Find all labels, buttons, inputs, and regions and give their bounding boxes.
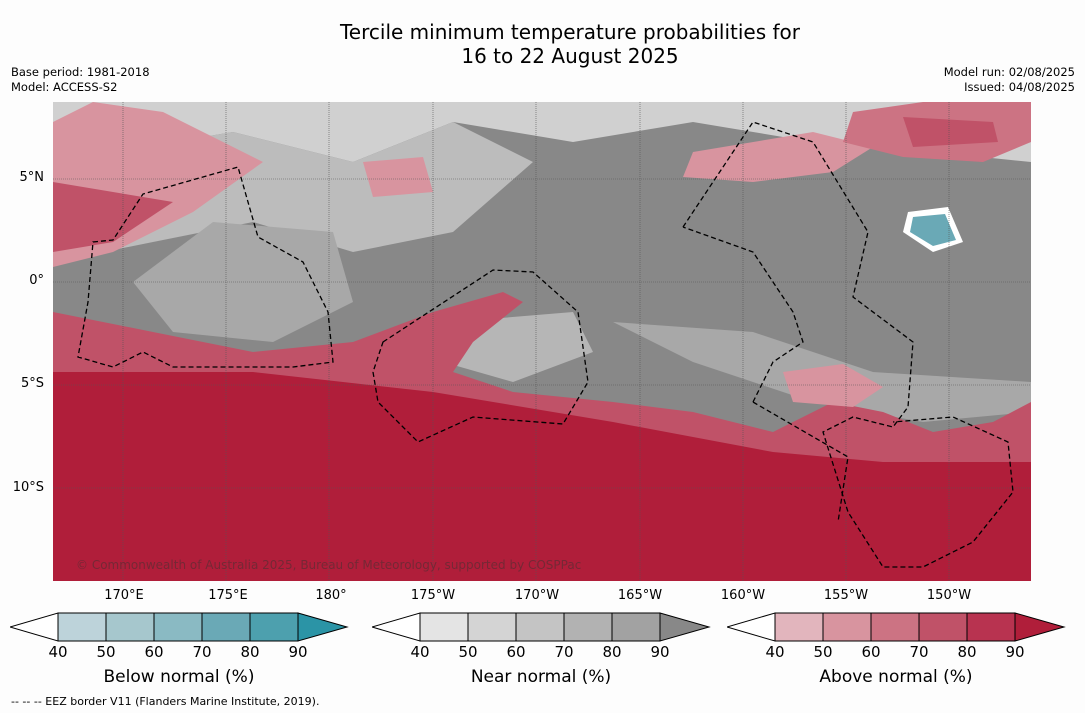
above-normal-patch-2 xyxy=(683,132,873,182)
cb2-seg6 xyxy=(1014,612,1066,642)
lat-label-5n: 5°N xyxy=(19,170,45,185)
meta-right: Model run: 02/08/2025 Issued: 04/08/2025 xyxy=(944,65,1075,95)
base-period: Base period: 1981-2018 xyxy=(11,65,150,79)
cb0-seg1 xyxy=(57,612,107,642)
colorbar-above-label: Above normal (%) xyxy=(819,667,973,687)
lon-label-180: 180° xyxy=(315,588,347,603)
lon-label-175e: 175°E xyxy=(208,588,248,603)
lat-label-5s: 5°S xyxy=(20,376,44,391)
cb2-seg4 xyxy=(918,612,968,642)
colorbar-near-label: Near normal (%) xyxy=(470,667,612,687)
above-normal-patch-1 xyxy=(363,157,433,197)
probability-map xyxy=(53,102,1031,581)
colorbar-near-normal xyxy=(372,612,711,642)
model-name: Model: ACCESS-S2 xyxy=(11,80,118,94)
cb-tick: 70 xyxy=(192,643,212,661)
issued-date: Issued: 04/08/2025 xyxy=(964,80,1075,94)
cb0-seg5 xyxy=(249,612,299,642)
cb1-seg5 xyxy=(611,612,661,642)
cb-tick: 60 xyxy=(144,643,164,661)
cb-tick: 50 xyxy=(96,643,116,661)
cb-tick: 60 xyxy=(861,643,881,661)
cb-tick: 60 xyxy=(506,643,526,661)
gridlines xyxy=(53,102,1031,581)
cb0-seg4 xyxy=(201,612,251,642)
above-normal-north-west-core xyxy=(53,182,173,252)
cb2-seg1 xyxy=(774,612,824,642)
cb-tick: 70 xyxy=(909,643,929,661)
cb-tick: 80 xyxy=(240,643,260,661)
cb2-seg3 xyxy=(870,612,920,642)
lon-label-155w: 155°W xyxy=(823,588,869,603)
eez-footnote: -- -- -- EEZ border V11 (Flanders Marine… xyxy=(11,695,320,708)
cb0-seg0 xyxy=(10,612,59,642)
cb1-seg3 xyxy=(515,612,565,642)
cb2-seg2 xyxy=(822,612,872,642)
title-line-1: Tercile minimum temperature probabilitie… xyxy=(339,20,801,44)
cb1-seg1 xyxy=(419,612,469,642)
model-run: Model run: 02/08/2025 xyxy=(943,65,1075,79)
cb-tick: 70 xyxy=(554,643,574,661)
cb0-seg2 xyxy=(105,612,155,642)
cb1-seg0 xyxy=(372,612,421,642)
cb1-seg6 xyxy=(659,612,711,642)
cb-tick: 50 xyxy=(813,643,833,661)
cb-tick: 80 xyxy=(602,643,622,661)
lat-label-10s: 10°S xyxy=(12,480,44,495)
lon-label-175w: 175°W xyxy=(410,588,456,603)
above-normal-patch-3 xyxy=(783,364,883,407)
copyright-notice: © Commonwealth of Australia 2025, Bureau… xyxy=(76,558,582,572)
map-title: Tercile minimum temperature probabilitie… xyxy=(0,20,1085,68)
cb-tick: 90 xyxy=(288,643,308,661)
colorbar-below-normal xyxy=(10,612,349,642)
above-normal-north-east-core xyxy=(903,117,998,147)
lon-label-170w: 170°W xyxy=(514,588,560,603)
cb-tick: 50 xyxy=(458,643,478,661)
cb0-seg3 xyxy=(153,612,203,642)
near-normal-light-band xyxy=(53,102,1031,162)
cb-tick: 40 xyxy=(48,643,68,661)
lon-label-170e: 170°E xyxy=(104,588,144,603)
lon-label-150w: 150°W xyxy=(926,588,972,603)
map-svg xyxy=(53,102,1031,581)
lat-label-0: 0° xyxy=(29,273,44,288)
cb1-seg4 xyxy=(563,612,613,642)
cb0-seg6 xyxy=(297,612,349,642)
below-normal-patch xyxy=(910,214,956,246)
lon-label-160w: 160°W xyxy=(720,588,766,603)
above-normal-south-core xyxy=(53,372,1031,581)
colorbar-below-label: Below normal (%) xyxy=(103,667,255,687)
meta-left: Base period: 1981-2018 Model: ACCESS-S2 xyxy=(11,65,150,95)
lon-label-165w: 165°W xyxy=(617,588,663,603)
colorbar-above-normal xyxy=(727,612,1066,642)
cb2-seg5 xyxy=(966,612,1016,642)
cb-tick: 40 xyxy=(410,643,430,661)
cb1-seg2 xyxy=(467,612,517,642)
cb-tick: 90 xyxy=(1005,643,1025,661)
title-line-2: 16 to 22 August 2025 xyxy=(461,44,679,68)
cb2-seg0 xyxy=(727,612,776,642)
cb-tick: 80 xyxy=(957,643,977,661)
eez-borders xyxy=(77,121,1014,568)
cb-tick: 40 xyxy=(765,643,785,661)
cb-tick: 90 xyxy=(650,643,670,661)
